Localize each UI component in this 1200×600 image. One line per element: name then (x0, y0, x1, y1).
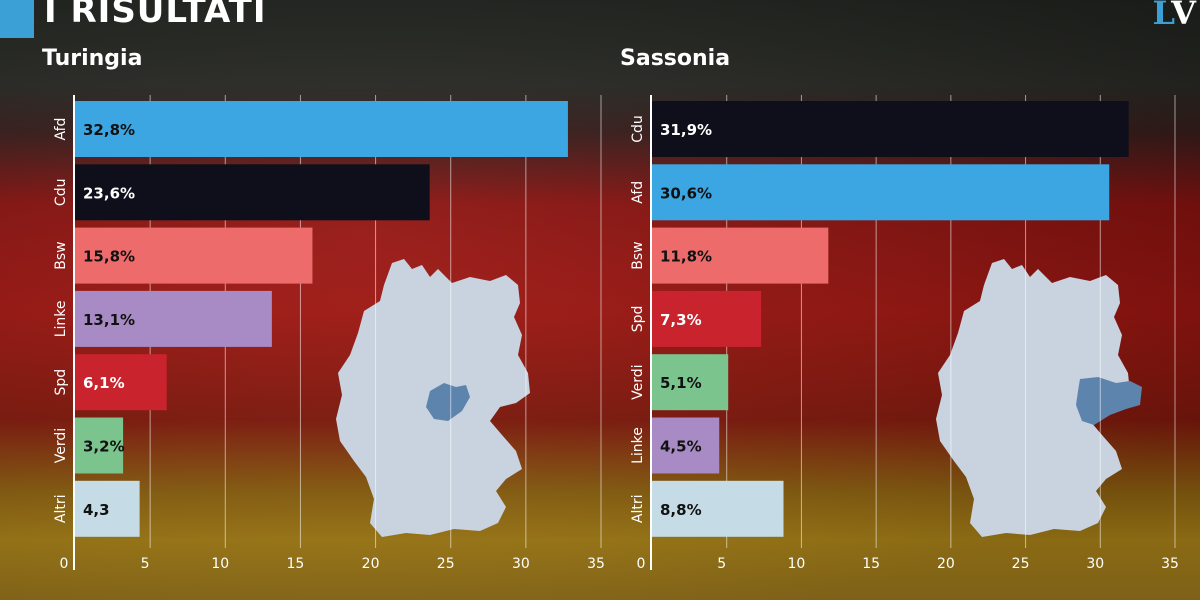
bar-sassonia-bsw (652, 227, 829, 284)
germany-shape (936, 259, 1130, 537)
category-label-turingia-afd: Afd (53, 118, 69, 141)
data-label-turingia-spd: 6,1% (83, 374, 125, 392)
x-tick-label-turingia: 0 (60, 556, 69, 572)
category-label-sassonia-linke: Linke (630, 427, 646, 464)
bar-sassonia-altri (652, 480, 784, 537)
data-label-sassonia-cdu: 31,9% (660, 121, 712, 139)
category-label-sassonia-afd: Afd (630, 181, 646, 204)
x-tick-label-sassonia: 25 (1012, 556, 1030, 572)
data-label-sassonia-verdi: 5,1% (660, 374, 702, 392)
data-label-turingia-afd: 32,8% (83, 121, 135, 139)
x-tick-label-sassonia: 0 (637, 556, 646, 572)
x-tick-label-turingia: 15 (287, 556, 305, 572)
bar-turingia-bsw (75, 227, 313, 284)
bar-turingia-cdu (75, 164, 430, 221)
x-tick-label-turingia: 35 (587, 556, 605, 572)
bar-turingia-verdi (75, 417, 124, 474)
data-label-sassonia-spd: 7,3% (660, 311, 702, 329)
x-tick-label-turingia: 25 (437, 556, 455, 572)
page-title: I RISULTATI (44, 0, 267, 31)
bar-sassonia-verdi (652, 354, 729, 411)
bar-sassonia-afd (652, 164, 1110, 221)
data-label-sassonia-altri: 8,8% (660, 501, 702, 519)
x-tick-label-sassonia: 10 (788, 556, 806, 572)
x-tick-label-sassonia: 35 (1161, 556, 1179, 572)
category-label-turingia-linke: Linke (53, 301, 69, 338)
category-label-turingia-altri: Altri (53, 494, 69, 523)
category-label-sassonia-cdu: Cdu (630, 115, 646, 143)
x-tick-label-sassonia: 15 (862, 556, 880, 572)
x-tick-label-turingia: 10 (211, 556, 229, 572)
x-tick-label-sassonia: 30 (1086, 556, 1104, 572)
x-tick-label-sassonia: 20 (937, 556, 955, 572)
data-label-sassonia-bsw: 11,8% (660, 248, 712, 266)
category-label-sassonia-spd: Spd (630, 306, 646, 333)
category-label-turingia-verdi: Verdi (53, 428, 69, 463)
category-label-turingia-spd: Spd (53, 369, 69, 396)
data-label-turingia-altri: 4,3 (83, 501, 110, 519)
category-label-turingia-bsw: Bsw (53, 241, 69, 269)
data-label-sassonia-linke: 4,5% (660, 438, 702, 456)
data-label-turingia-verdi: 3,2% (83, 438, 125, 456)
category-label-sassonia-altri: Altri (630, 494, 646, 523)
thuringia-region (426, 383, 470, 421)
x-tick-label-turingia: 5 (141, 556, 150, 572)
saxony-region (1076, 377, 1142, 425)
bar-turingia-altri (75, 480, 140, 537)
bar-sassonia-linke (652, 417, 720, 474)
bar-turingia-linke (75, 290, 272, 347)
category-label-sassonia-bsw: Bsw (630, 241, 646, 269)
chart-title-sassonia: Sassonia (620, 46, 731, 71)
bar-turingia-spd (75, 354, 167, 411)
bar-sassonia-spd (652, 290, 762, 347)
germany-map-saxony (936, 259, 1142, 537)
data-label-turingia-cdu: 23,6% (83, 184, 135, 202)
header-accent (0, 0, 34, 38)
bar-sassonia-cdu (652, 101, 1129, 157)
category-label-sassonia-verdi: Verdi (630, 365, 646, 400)
bar-turingia-afd (75, 101, 568, 157)
data-label-sassonia-afd: 30,6% (660, 184, 712, 202)
x-tick-label-turingia: 20 (362, 556, 380, 572)
brand-logo: LV (1152, 0, 1196, 32)
data-label-turingia-linke: 13,1% (83, 311, 135, 329)
data-label-turingia-bsw: 15,8% (83, 248, 135, 266)
chart-title-turingia: Turingia (42, 46, 143, 71)
x-tick-label-turingia: 30 (512, 556, 530, 572)
bar-chart-turingia: 0 5 10 15 20 25 30 35 32,8% Afd 23,6% Cdu 15,8% Bsw 13… (53, 101, 605, 572)
x-tick-label-sassonia: 5 (717, 556, 726, 572)
category-label-turingia-cdu: Cdu (53, 179, 69, 207)
germany-map-thuringia (336, 259, 530, 537)
